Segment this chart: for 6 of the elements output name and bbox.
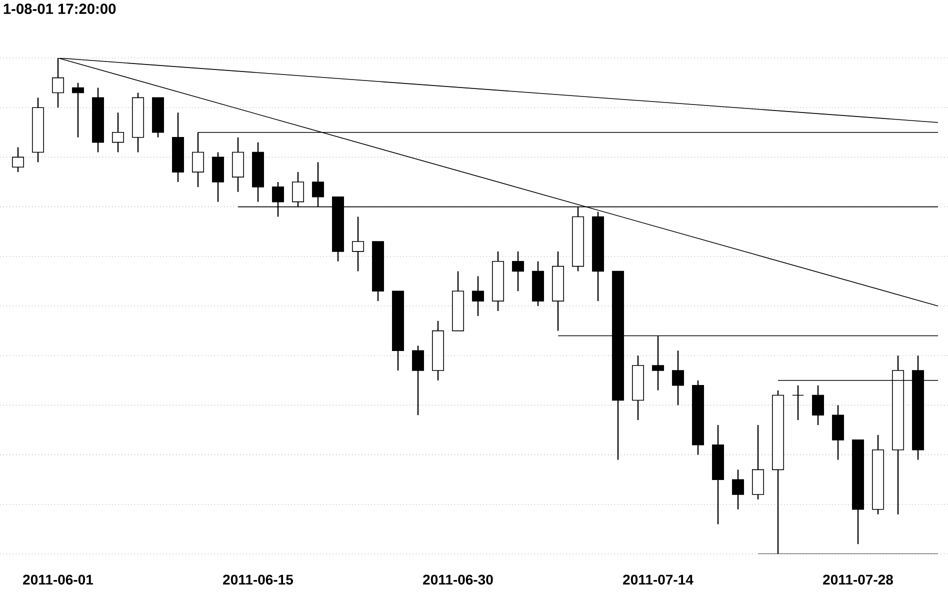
x-tick-label: 2011-06-15	[223, 574, 294, 585]
x-tick-label: 2011-07-14	[623, 574, 694, 585]
x-tick-label: 2011-06-30	[423, 574, 493, 585]
chart-title: 1-08-01 17:20:00	[4, 4, 116, 14]
x-tick-label: 2011-06-01	[23, 574, 94, 585]
x-tick-label: 2011-07-28	[823, 574, 893, 585]
